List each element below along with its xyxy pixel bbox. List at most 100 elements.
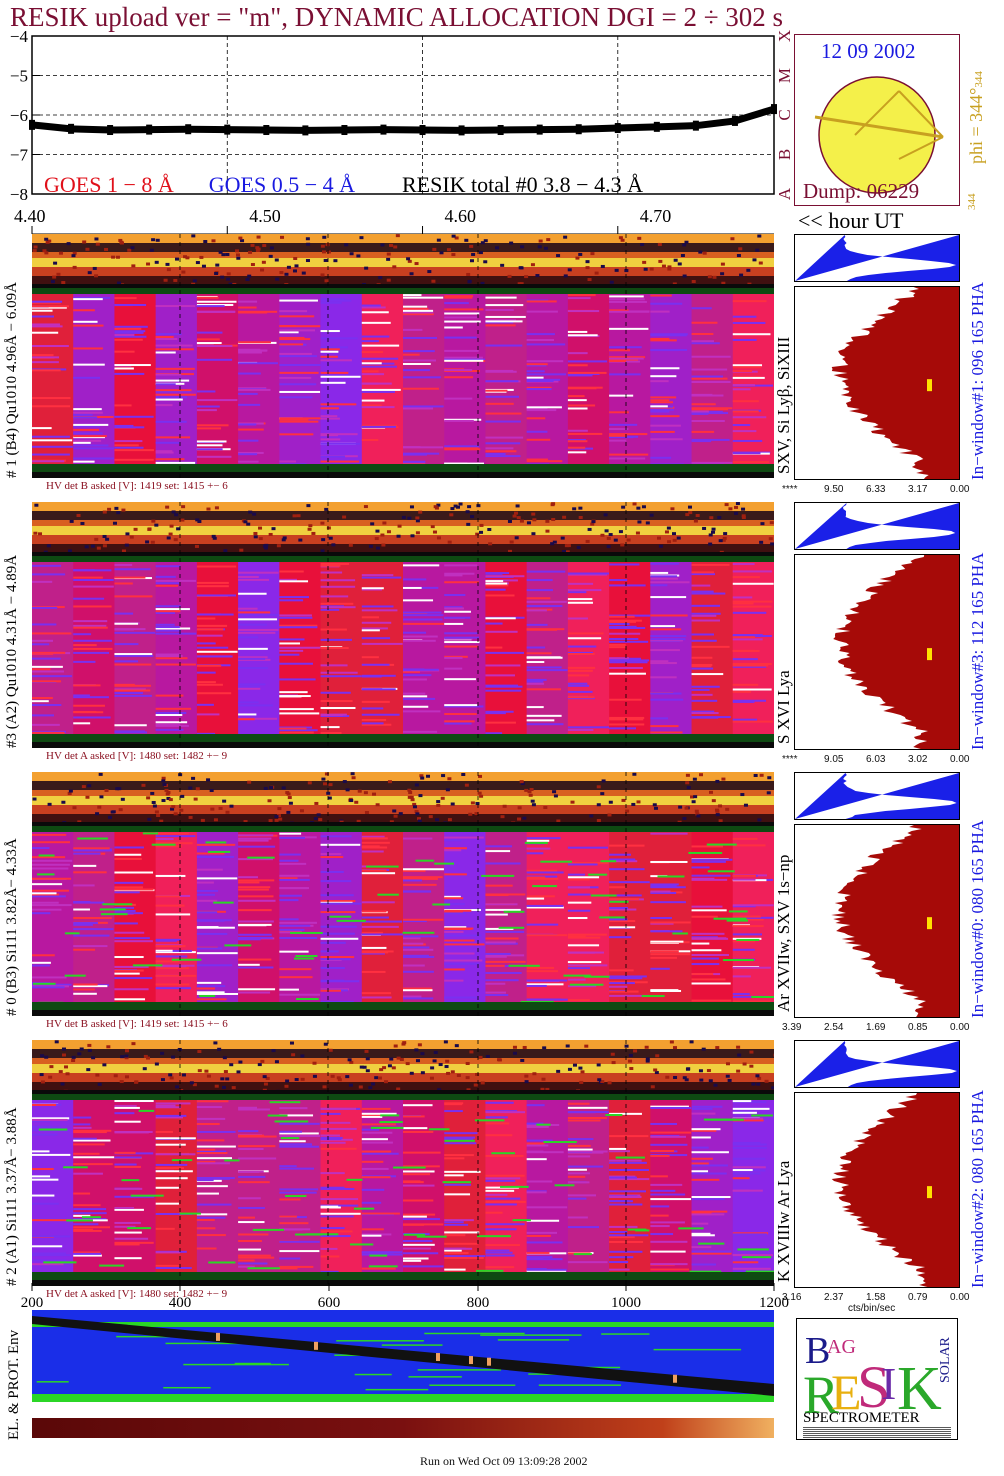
- spectrogram-stripe: [279, 653, 300, 656]
- spectrogram-stripe: [444, 1193, 471, 1196]
- band-speck: [49, 1065, 54, 1069]
- spectrogram-stripe: [403, 942, 424, 945]
- spectrogram-stripe: [403, 890, 431, 893]
- spectrogram-stripe: [196, 345, 233, 348]
- spectrogram-stripe: [691, 342, 720, 345]
- band-row: [32, 243, 774, 246]
- band-speck: [262, 244, 267, 248]
- spectrogram-stripe: [238, 924, 267, 927]
- band-speck: [250, 243, 255, 247]
- spectrogram-stripe: [485, 941, 516, 944]
- band-speck: [450, 802, 455, 806]
- band-speck: [386, 530, 391, 534]
- band-speck: [104, 247, 109, 251]
- band-speck: [294, 1078, 299, 1082]
- spectrogram-stripe: [361, 841, 390, 844]
- spectrogram-stripe: [526, 605, 563, 608]
- spectrogram-stripe: [691, 412, 729, 415]
- band-row: [32, 270, 774, 273]
- spectrogram-stripe: [691, 667, 714, 670]
- spectrogram-stripe: [567, 674, 590, 677]
- page-title: RESIK upload ver = "m", DYNAMIC ALLOCATI…: [10, 2, 784, 32]
- data-point: [614, 123, 621, 134]
- spectrogram-stripe: [155, 707, 192, 710]
- spectrogram-stripe: [650, 575, 678, 578]
- spectrogram-stripe: [73, 432, 103, 435]
- goes-class-letter: A: [775, 187, 790, 200]
- spectrogram-stripe: [279, 433, 314, 436]
- line-label-p3: S XVI Lya: [774, 670, 793, 744]
- detector-spectrogram-p3: [32, 502, 774, 748]
- spectrogram-stripe: [32, 1202, 59, 1205]
- spectrogram-stripe: [73, 922, 98, 925]
- band-speck: [542, 1046, 547, 1050]
- spectrogram-stripe: [732, 975, 751, 978]
- spectrogram-stripe: [609, 886, 627, 889]
- band-speck: [154, 260, 159, 264]
- spectrogram-stripe: [444, 296, 473, 299]
- band-speck: [429, 1076, 434, 1080]
- spectrogram-stripe: [32, 405, 71, 408]
- band-speck: [267, 799, 272, 803]
- spectrogram-green-stripe: [751, 995, 774, 998]
- spectrogram-stripe: [196, 1234, 226, 1237]
- env-green-line: [336, 1340, 424, 1342]
- band-speck: [68, 789, 73, 793]
- band-row: [32, 1082, 774, 1085]
- spectrogram-stripe: [444, 847, 467, 850]
- band-speck: [692, 777, 697, 781]
- band-speck: [419, 774, 424, 778]
- band-speck: [87, 1043, 92, 1047]
- spectrogram-stripe: [691, 1146, 709, 1149]
- data-point: [341, 125, 348, 136]
- band-speck: [281, 786, 286, 790]
- band-row: [32, 1085, 774, 1088]
- spectrogram-stripe: [609, 936, 632, 939]
- env-green-line: [417, 1369, 502, 1371]
- spectrogram-stripe: [155, 461, 196, 464]
- pha-histogram-fill: [831, 287, 959, 479]
- spectrogram-stripe: [567, 684, 590, 687]
- band-speck: [85, 795, 90, 799]
- band-speck: [686, 1067, 691, 1071]
- spectrogram-stripe: [567, 451, 587, 454]
- env-green-line: [601, 1333, 650, 1335]
- spectrogram-stripe: [403, 387, 439, 390]
- spectrogram-stripe: [238, 392, 258, 395]
- spectrogram-stripe: [403, 376, 441, 379]
- band-speck: [173, 538, 178, 542]
- spectrogram-stripe: [444, 1234, 466, 1237]
- spectrogram-stripe: [114, 692, 144, 695]
- spectrogram-column: [403, 832, 446, 1002]
- spectrogram-stripe: [691, 1252, 732, 1255]
- pha-tick-label: 0.00: [950, 1022, 970, 1033]
- band-speck: [320, 549, 325, 553]
- spectrogram-stripe: [567, 944, 600, 947]
- spectrogram-stripe: [485, 436, 524, 439]
- spectrogram-stripe: [32, 1175, 51, 1178]
- spectrogram-stripe: [320, 1000, 354, 1003]
- spectrogram-stripe: [526, 597, 551, 600]
- spectrogram-column: [114, 562, 157, 734]
- band-speck: [284, 1084, 289, 1088]
- spectrogram-stripe: [691, 845, 723, 848]
- spectrogram-stripe: [526, 904, 564, 907]
- spectrogram-stripe: [361, 605, 394, 608]
- spectrogram-stripe: [32, 623, 57, 626]
- pha-tick-label: 2.37: [824, 1292, 844, 1303]
- spectrogram-stripe: [32, 901, 59, 904]
- spectrogram-stripe: [609, 300, 647, 303]
- spectrogram-green-stripe: [247, 856, 275, 859]
- pha-top-plot: [795, 1041, 959, 1087]
- band-speck: [300, 1054, 305, 1058]
- band-speck: [607, 813, 612, 817]
- band-speck: [320, 244, 325, 248]
- spectrogram-stripe: [73, 983, 98, 986]
- spectrogram-stripe: [691, 685, 720, 688]
- pha-tick-label: ****: [782, 484, 798, 495]
- spectrogram-stripe: [650, 294, 672, 297]
- band-speck: [356, 819, 361, 823]
- pha-top-p0: [794, 772, 960, 820]
- logo-letter-r: R: [803, 1365, 839, 1425]
- spectrogram-stripe: [444, 397, 473, 400]
